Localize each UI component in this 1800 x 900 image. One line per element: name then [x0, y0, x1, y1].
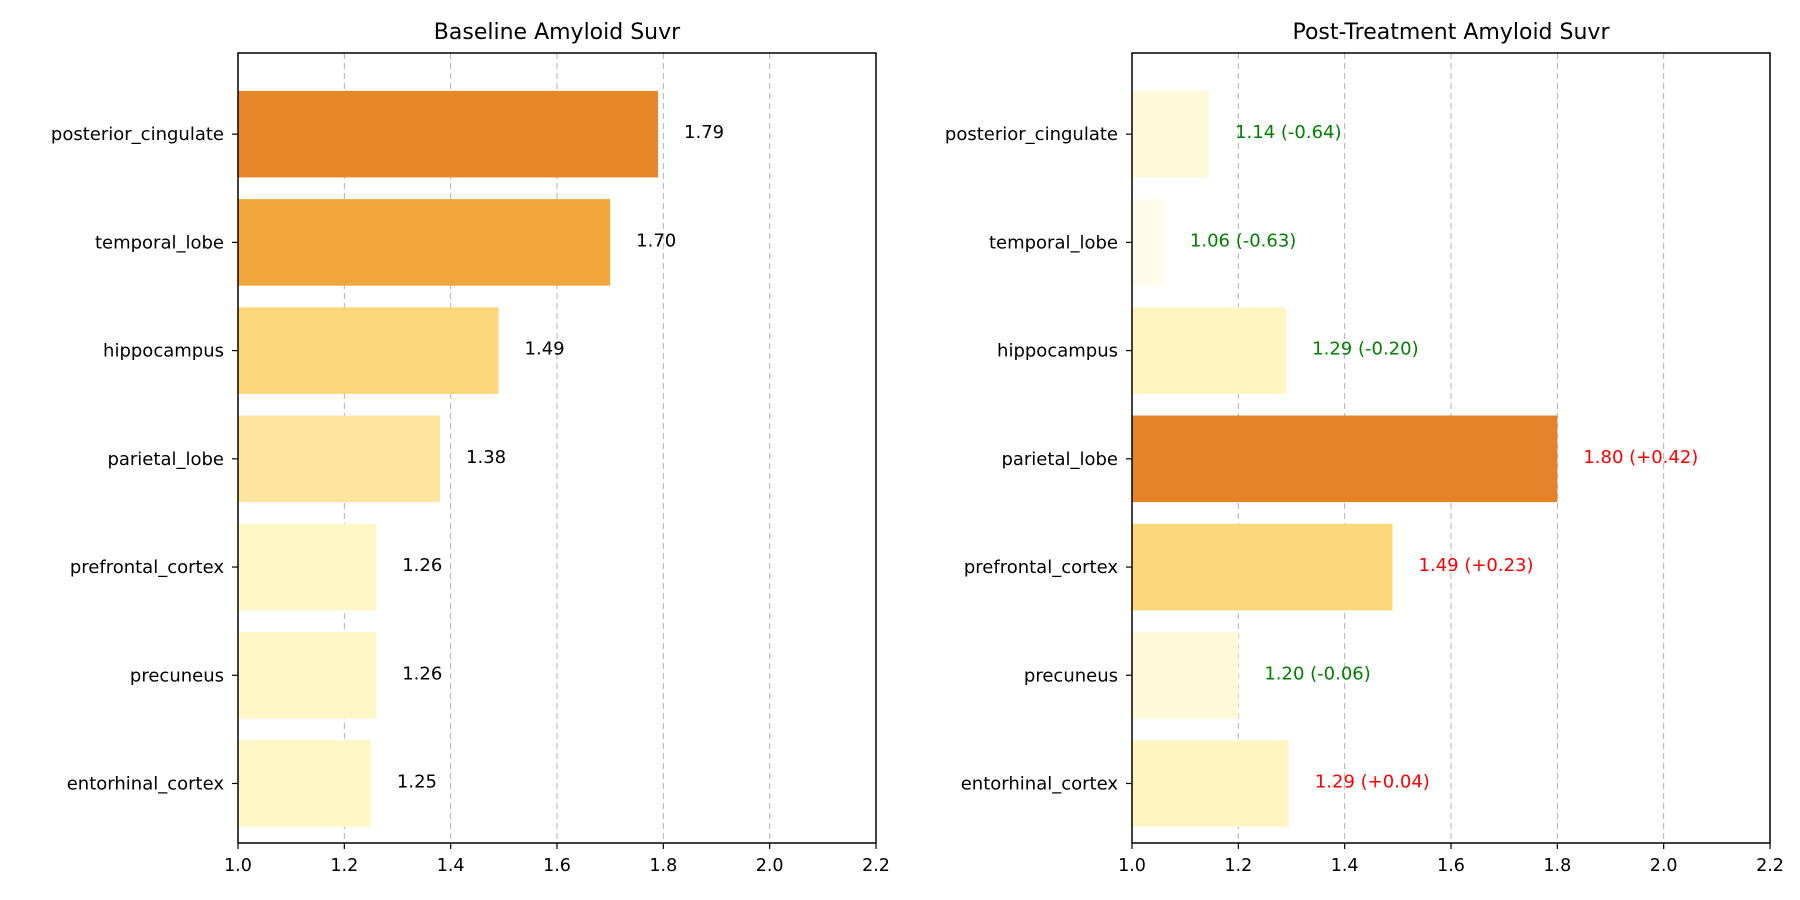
bar-temporal-lobe — [1132, 199, 1164, 286]
y-tick-label: temporal_lobe — [989, 232, 1118, 253]
chart-title: Baseline Amyloid Suvr — [434, 20, 681, 45]
bar-precuneus — [238, 631, 377, 719]
x-tick-label: 1.8 — [649, 856, 677, 876]
bar-hippocampus — [1132, 307, 1287, 394]
y-tick-label: precuneus — [130, 665, 224, 686]
data-label: 1.29 (-0.20) — [1312, 339, 1418, 360]
chart-baseline-amyloid-suvr: Baseline Amyloid Suvr posterior_cingulat… — [51, 20, 890, 876]
x-tick-label: 1.4 — [437, 856, 465, 876]
bar-precuneus — [1132, 631, 1239, 719]
data-label: 1.20 (-0.06) — [1264, 663, 1370, 684]
x-tick-label: 1.8 — [1543, 856, 1571, 876]
y-tick-label: parietal_lobe — [1001, 449, 1118, 470]
y-tick-label: prefrontal_cortex — [70, 557, 224, 578]
y-tick-label: entorhinal_cortex — [67, 773, 225, 794]
data-label: 1.25 — [397, 771, 437, 792]
x-tick-label: 1.0 — [224, 856, 252, 876]
x-tick-label: 1.4 — [1331, 856, 1359, 876]
y-tick-label: posterior_cingulate — [945, 124, 1118, 145]
data-label: 1.14 (-0.64) — [1235, 122, 1341, 143]
bar-posterior-cingulate — [238, 90, 659, 178]
x-tick-label: 1.2 — [330, 856, 358, 876]
x-tick-label: 1.2 — [1224, 856, 1252, 876]
bar-entorhinal-cortex — [1132, 740, 1289, 827]
x-tick-label: 2.2 — [1756, 856, 1784, 876]
bar-prefrontal-cortex — [1132, 523, 1393, 611]
data-label: 1.26 — [402, 663, 442, 684]
bar-posterior-cingulate — [1132, 90, 1210, 178]
bar-entorhinal-cortex — [238, 740, 371, 827]
data-label: 1.49 — [525, 339, 565, 360]
data-label: 1.06 (-0.63) — [1190, 230, 1296, 251]
chart-title: Post-Treatment Amyloid Suvr — [1292, 20, 1610, 45]
data-label: 1.70 — [636, 230, 676, 251]
bar-prefrontal-cortex — [238, 523, 377, 611]
x-tick-label: 1.6 — [543, 856, 571, 876]
y-tick-label: hippocampus — [997, 341, 1118, 362]
y-tick-label: hippocampus — [103, 341, 224, 362]
y-tick-label: parietal_lobe — [107, 449, 224, 470]
bar-temporal-lobe — [238, 199, 611, 286]
bar-hippocampus — [238, 307, 499, 394]
x-tick-label: 2.0 — [756, 856, 784, 876]
x-tick-label: 2.0 — [1650, 856, 1678, 876]
data-label: 1.26 — [402, 555, 442, 576]
x-tick-label: 2.2 — [862, 856, 890, 876]
y-tick-label: posterior_cingulate — [51, 124, 224, 145]
y-tick-label: prefrontal_cortex — [964, 557, 1118, 578]
y-tick-label: temporal_lobe — [95, 232, 224, 253]
bar-parietal-lobe — [238, 415, 441, 503]
y-tick-label: precuneus — [1024, 665, 1118, 686]
data-label: 1.38 — [466, 447, 506, 468]
y-tick-label: entorhinal_cortex — [961, 773, 1119, 794]
data-label: 1.29 (+0.04) — [1315, 771, 1430, 792]
chart-post-treatment-amyloid-suvr: Post-Treatment Amyloid Suvr posterior_ci… — [945, 20, 1784, 876]
data-label: 1.79 — [684, 122, 724, 143]
bar-parietal-lobe — [1132, 415, 1558, 503]
x-tick-label: 1.0 — [1118, 856, 1146, 876]
data-label: 1.49 (+0.23) — [1419, 555, 1534, 576]
data-label: 1.80 (+0.42) — [1583, 447, 1698, 468]
x-tick-label: 1.6 — [1437, 856, 1465, 876]
